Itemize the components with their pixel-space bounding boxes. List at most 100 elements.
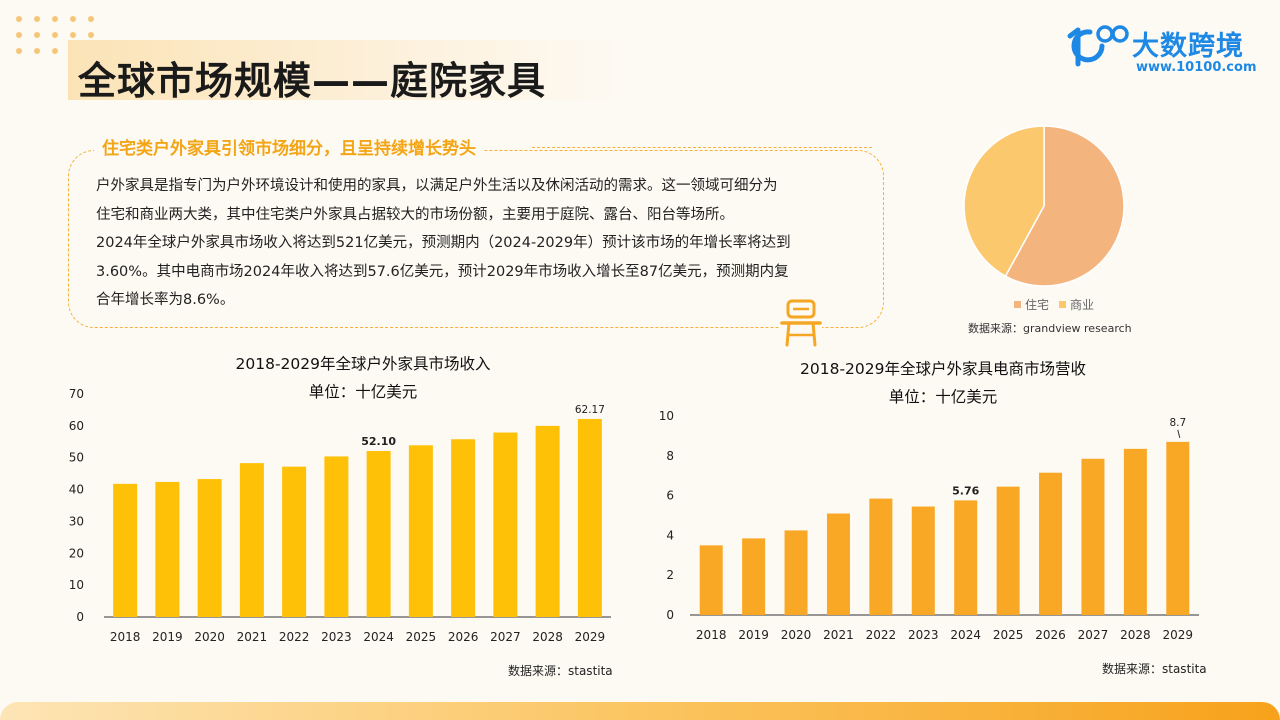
- x-tick-label: 2025: [406, 630, 437, 644]
- legend-swatch: [1059, 301, 1067, 308]
- y-tick-label: 0: [76, 610, 84, 624]
- y-tick-label: 6: [666, 489, 674, 503]
- bar: [699, 545, 723, 615]
- y-tick-label: 40: [69, 483, 84, 497]
- pie-legend-item: 商业: [1059, 296, 1094, 313]
- ecommerce-revenue-bar-chart: 0 2 4 6 8 10 2018 2019 2020 2021 2022 2023 2024 5.76 2…: [659, 409, 1199, 642]
- title-highlight-band: [68, 40, 628, 100]
- bar: [996, 486, 1020, 615]
- y-tick-label: 50: [69, 451, 84, 465]
- x-tick-label: 2029: [1163, 628, 1194, 642]
- brand-logo: 大数跨境 www.10100.com: [1064, 22, 1264, 78]
- y-tick-label: 8: [666, 449, 674, 463]
- pie-slice: [963, 125, 1045, 278]
- description-text: 户外家具是指专门为户外环境设计和使用的家具，以满足户外生活以及休闲活动的需求。这…: [96, 172, 868, 315]
- x-tick-label: 2027: [490, 630, 521, 644]
- y-tick-label: 20: [69, 546, 84, 560]
- x-tick-label: 2021: [237, 630, 268, 644]
- pie-legend-label: 商业: [1070, 298, 1095, 312]
- ecommerce-chart-title-text: 2018-2029年全球户外家具电商市场营收: [800, 360, 1086, 378]
- x-tick-label: 2022: [279, 630, 310, 644]
- x-tick-label: 2028: [532, 630, 563, 644]
- x-tick-label: 2018: [696, 628, 727, 642]
- x-tick-label: 2020: [781, 628, 812, 642]
- pie-slice: [1004, 125, 1125, 287]
- description-heading: 住宅类户外家具引领市场细分，且呈持续增长势头: [94, 134, 484, 159]
- legend-swatch: [1014, 301, 1021, 308]
- data-label: 52.10: [361, 435, 396, 448]
- pie-source: 数据来源：grandview research: [968, 322, 1132, 335]
- bar: [911, 506, 935, 615]
- description-line: 2024年全球户外家具市场收入将达到521亿美元，预测期内（2024-2029年…: [96, 235, 791, 251]
- bar: [577, 418, 602, 617]
- bar: [954, 500, 978, 615]
- brand-url: www.10100.com: [1136, 60, 1257, 75]
- data-label-leader: [1177, 429, 1181, 438]
- bar: [1123, 448, 1147, 615]
- chair-icon: [780, 298, 822, 348]
- bar: [155, 481, 180, 617]
- x-tick-label: 2024: [363, 630, 394, 644]
- bar: [1039, 472, 1063, 615]
- data-label: 8.7: [1169, 417, 1186, 429]
- bar: [535, 425, 560, 617]
- segment-pie-chart: [963, 125, 1125, 287]
- bar: [826, 513, 850, 615]
- bar: [1166, 441, 1190, 615]
- description-line: 住宅和商业两大类，其中住宅类户外家具占据较大的市场份额，主要用于庭院、露台、阳台…: [96, 206, 734, 223]
- x-tick-label: 2026: [1035, 628, 1066, 642]
- bar: [784, 530, 808, 615]
- x-tick-label: 2019: [738, 628, 769, 642]
- description-line: 3.60%。其中电商市场2024年收入将达到57.6亿美元，预计2029年市场收…: [96, 263, 789, 280]
- description-line: 户外家具是指专门为户外环境设计和使用的家具，以满足户外生活以及休闲活动的需求。这…: [96, 178, 778, 194]
- brand-logo-icon: [1067, 25, 1129, 67]
- y-tick-label: 10: [659, 409, 674, 423]
- data-label: 62.17: [575, 404, 605, 416]
- y-tick-label: 70: [69, 387, 84, 401]
- x-tick-label: 2028: [1120, 628, 1151, 642]
- ecommerce-chart-title: 2018-2029年全球户外家具电商市场营收 单位：十亿美元: [768, 355, 1118, 411]
- bar: [239, 463, 264, 617]
- bar: [742, 538, 766, 615]
- x-tick-label: 2018: [110, 630, 141, 644]
- bar: [493, 432, 518, 617]
- market-chart-source: 数据来源：stastita: [508, 664, 613, 678]
- y-tick-label: 0: [666, 608, 674, 622]
- y-tick-label: 2: [666, 568, 674, 582]
- bar: [197, 479, 222, 617]
- page-title: 全球市场规模——庭院家具: [78, 59, 547, 103]
- description-line: 合年增长率为8.6%。: [96, 292, 235, 308]
- y-tick-label: 60: [69, 419, 84, 433]
- market-chart-subtitle: 单位：十亿美元: [308, 383, 418, 401]
- x-tick-label: 2026: [448, 630, 479, 644]
- x-tick-label: 2023: [321, 630, 352, 644]
- x-tick-label: 2022: [866, 628, 897, 642]
- bar: [451, 439, 476, 617]
- bar: [869, 498, 893, 615]
- bar: [282, 466, 307, 617]
- market-chart-title-text: 2018-2029年全球户外家具市场收入: [235, 355, 491, 373]
- x-tick-label: 2023: [908, 628, 939, 642]
- x-tick-label: 2020: [194, 630, 225, 644]
- pie-legend-label: 住宅: [1025, 298, 1050, 312]
- bar: [113, 483, 138, 617]
- market-chart-title: 2018-2029年全球户外家具市场收入 单位：十亿美元: [188, 350, 538, 406]
- x-tick-label: 2025: [993, 628, 1024, 642]
- x-tick-label: 2027: [1078, 628, 1109, 642]
- data-label: 5.76: [952, 484, 979, 497]
- y-tick-label: 10: [69, 578, 84, 592]
- bar: [1081, 458, 1105, 615]
- x-tick-label: 2029: [575, 630, 606, 644]
- bar: [366, 451, 391, 617]
- bar: [324, 456, 349, 617]
- pie-legend-item: 住宅: [1014, 296, 1049, 313]
- pie-legend: 住宅 商业: [1014, 296, 1094, 313]
- x-tick-label: 2024: [950, 628, 981, 642]
- bottom-decorative-bar: [0, 702, 1280, 720]
- ecommerce-chart-source: 数据来源：stastita: [1102, 662, 1207, 676]
- brand-name: 大数跨境: [1132, 31, 1244, 62]
- ecommerce-chart-subtitle: 单位：十亿美元: [888, 388, 998, 406]
- market-revenue-bar-chart: 0 10 20 30 40 50 60 70 2018 2019 2020 2021 2022 2023 2…: [69, 387, 611, 644]
- y-tick-label: 30: [69, 514, 84, 528]
- x-tick-label: 2019: [152, 630, 183, 644]
